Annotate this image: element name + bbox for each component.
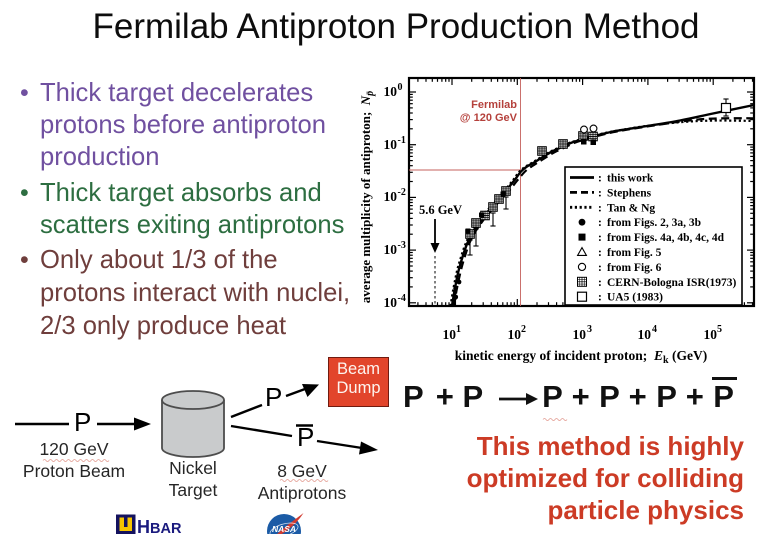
svg-text:10: 10	[704, 327, 718, 342]
svg-text:10: 10	[384, 242, 398, 257]
svg-text:UA5 (1983): UA5 (1983)	[607, 292, 663, 304]
svg-text:-1: -1	[398, 135, 406, 146]
svg-text:P: P	[297, 422, 314, 452]
svg-text:Nickel: Nickel	[169, 458, 217, 478]
svg-text:Fermilab: Fermilab	[471, 99, 517, 111]
svg-text:0: 0	[398, 82, 403, 93]
svg-text:10: 10	[384, 295, 398, 310]
svg-text:from Figs. 2, 3a, 3b: from Figs. 2, 3a, 3b	[607, 217, 701, 229]
svg-text:3: 3	[587, 324, 592, 335]
svg-text:5: 5	[717, 324, 722, 335]
svg-text:10: 10	[384, 137, 398, 152]
svg-text:P: P	[74, 407, 91, 437]
svg-text:120 GeV: 120 GeV	[39, 439, 108, 459]
svg-text:4: 4	[652, 324, 657, 335]
svg-text:from Fig. 5: from Fig. 5	[607, 247, 662, 259]
svg-text:-2: -2	[398, 187, 406, 198]
svg-text:10: 10	[384, 84, 398, 99]
svg-text:2: 2	[521, 324, 526, 335]
svg-text::: :	[598, 187, 602, 199]
svg-text:Tan & Ng: Tan & Ng	[607, 202, 655, 214]
svg-text:P: P	[265, 382, 282, 412]
svg-text:Stephens: Stephens	[607, 187, 652, 199]
svg-text:10: 10	[443, 327, 457, 342]
svg-text:from Figs. 4a, 4b, 4c, 4d: from Figs. 4a, 4b, 4c, 4d	[607, 232, 725, 244]
svg-text:8 GeV: 8 GeV	[277, 461, 327, 481]
svg-text:10: 10	[508, 327, 522, 342]
svg-text:from Fig. 6: from Fig. 6	[607, 262, 662, 274]
svg-text:10: 10	[384, 189, 398, 204]
svg-text::: :	[598, 202, 602, 214]
svg-text:CERN-Bologna ISR(1973): CERN-Bologna ISR(1973)	[607, 277, 737, 289]
svg-text::: :	[598, 277, 602, 289]
svg-text:5.6 GeV: 5.6 GeV	[419, 203, 462, 217]
svg-text:@ 120 GeV: @ 120 GeV	[460, 112, 518, 124]
svg-text:Proton Beam: Proton Beam	[23, 461, 125, 481]
svg-text:NASA: NASA	[272, 524, 296, 534]
svg-text::: :	[598, 247, 602, 259]
svg-text:Target: Target	[169, 480, 218, 500]
svg-text:this work: this work	[607, 173, 654, 185]
svg-text:average multiplicity of antipr: average multiplicity of antiproton; Np̄	[358, 91, 376, 303]
svg-text::: :	[598, 262, 602, 274]
svg-text:HBAR: HBAR	[137, 517, 182, 534]
svg-text::: :	[598, 292, 602, 304]
svg-text::: :	[598, 217, 602, 229]
svg-text:-3: -3	[398, 240, 406, 251]
svg-text:10: 10	[573, 327, 587, 342]
svg-text:Antiprotons: Antiprotons	[258, 483, 347, 503]
svg-text:10: 10	[638, 327, 652, 342]
svg-text:kinetic energy of incident pro: kinetic energy of incident proton; Ek (G…	[455, 348, 707, 366]
svg-text::: :	[598, 173, 602, 185]
svg-text:-4: -4	[398, 293, 406, 304]
svg-text::: :	[598, 232, 602, 244]
svg-text:1: 1	[456, 324, 461, 335]
